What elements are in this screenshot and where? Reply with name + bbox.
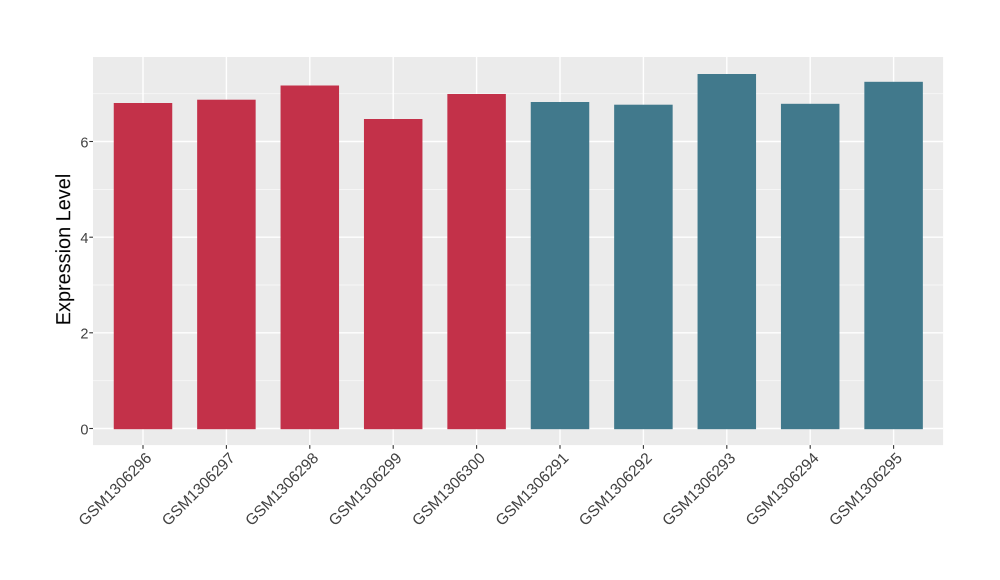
svg-text:GSM1306294: GSM1306294 [743,450,823,530]
svg-text:GSM1306300: GSM1306300 [409,450,489,530]
svg-text:GSM1306295: GSM1306295 [826,450,906,530]
svg-text:GSM1306293: GSM1306293 [659,450,739,530]
svg-text:2: 2 [80,327,88,343]
svg-text:GSM1306297: GSM1306297 [159,450,239,530]
svg-text:GSM1306291: GSM1306291 [493,450,573,530]
svg-text:GSM1306299: GSM1306299 [326,450,406,530]
svg-text:6: 6 [80,135,88,151]
svg-text:0: 0 [80,422,88,438]
svg-text:GSM1306296: GSM1306296 [76,450,156,530]
svg-text:4: 4 [80,231,88,247]
svg-text:GSM1306298: GSM1306298 [242,450,322,530]
svg-text:GSM1306292: GSM1306292 [576,450,656,530]
svg-text:Expression Level: Expression Level [53,174,75,325]
